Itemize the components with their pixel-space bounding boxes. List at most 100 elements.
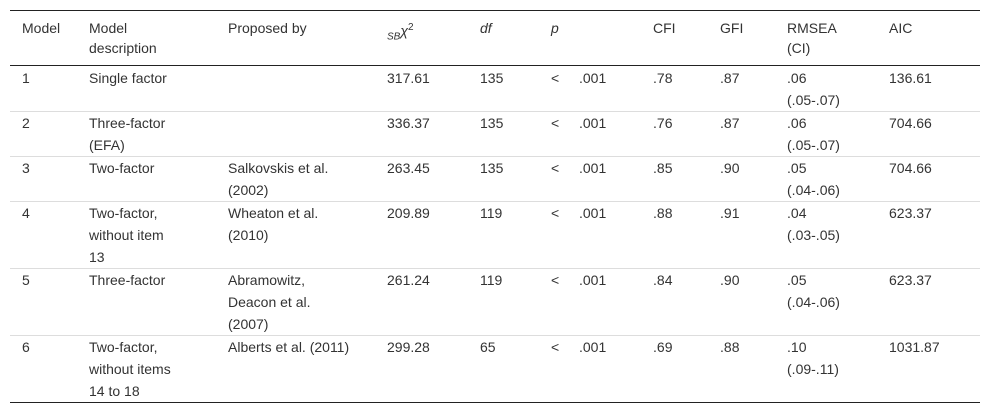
table-cell: Alberts et al. (2011) [216, 336, 375, 403]
cell-text: .76 [653, 115, 673, 131]
table-cell: .001 [567, 66, 641, 112]
cell-text: 336.37 [387, 115, 430, 131]
cell-text: .05 (.04-.06) [787, 272, 840, 310]
cell-text: Alberts et al. (2011) [228, 339, 350, 355]
table-cell: .001 [567, 202, 641, 269]
table-cell: .76 [641, 112, 708, 157]
table-cell: .87 [708, 112, 775, 157]
cell-text: .06 (.05-.07) [787, 70, 840, 108]
header-cell: CFI [641, 10, 709, 66]
header-symbol: χ [400, 22, 408, 39]
table-cell: 5 [10, 269, 77, 336]
table-cell: .88 [708, 336, 775, 403]
table-header: Model Model description Proposed by SBχ2… [10, 10, 981, 66]
cell-text: 209.89 [387, 205, 430, 221]
cell-text: .06 (.05-.07) [787, 115, 840, 153]
table-cell: Two-factor, without item 13 [77, 202, 216, 269]
cell-text: 136.61 [889, 70, 932, 86]
table-cell: 3 [10, 157, 77, 202]
table-cell: 6 [10, 336, 77, 403]
cell-text: Abramowitz, Deacon et al. (2007) [228, 272, 311, 332]
cell-text: 135 [480, 70, 504, 86]
cell-text: .91 [720, 205, 740, 221]
table-cell: < [539, 269, 567, 336]
cell-text: Two-factor [89, 160, 155, 176]
table-cell: 1031.87 [877, 336, 980, 403]
table-cell: .91 [708, 202, 775, 269]
table-cell: .001 [567, 157, 641, 202]
cell-text: 5 [22, 272, 30, 288]
header-cell: Model [10, 10, 77, 66]
table-cell: .04 (.03-.05) [775, 202, 877, 269]
cell-text: < [551, 272, 560, 288]
table-row: 1 Single factor 317.61 135 < .001 .78 .87 .06 (.… [10, 66, 981, 112]
cell-text: .001 [579, 205, 607, 221]
cell-text: .87 [720, 70, 740, 86]
table-row: 5 Three-factor Abramowitz, Deacon et al. (… [10, 269, 981, 336]
header-cell: RMSEA (CI) [775, 10, 878, 66]
table-cell: Wheaton et al. (2010) [216, 202, 375, 269]
cell-text: < [551, 70, 560, 86]
table-cell: .10 (.09-.11) [775, 336, 877, 403]
cell-text: Wheaton et al. (2010) [228, 205, 319, 243]
table-row: 2 Three-factor (EFA) 336.37 135 < .001 .76 .87.… [10, 112, 981, 157]
table-cell: Three-factor [77, 269, 216, 336]
cell-text: .90 [720, 272, 740, 288]
header-prefix: SB [387, 31, 401, 43]
table-cell: Abramowitz, Deacon et al. (2007) [216, 269, 375, 336]
table-cell: < [539, 112, 567, 157]
cell-text: .10 (.09-.11) [787, 339, 839, 377]
header-text: RMSEA (CI) [787, 20, 837, 56]
table-cell: 136.61 [877, 66, 980, 112]
table-cell [216, 112, 375, 157]
cell-text: 299.28 [387, 339, 430, 355]
header-cell: p [539, 10, 642, 66]
table-cell: 704.66 [877, 112, 980, 157]
cell-text: .90 [720, 160, 740, 176]
cell-text: 1031.87 [889, 339, 940, 355]
cell-text: 623.37 [889, 205, 932, 221]
table-cell: .69 [641, 336, 708, 403]
cell-text: .001 [579, 70, 607, 86]
table-cell: < [539, 336, 567, 403]
cell-text: .84 [653, 272, 673, 288]
table-cell: 4 [10, 202, 77, 269]
cell-text: .78 [653, 70, 673, 86]
cell-text: Single factor [89, 70, 167, 86]
cell-text: Two-factor, without items 14 to 18 [89, 339, 171, 399]
table-cell [216, 66, 375, 112]
cell-text: .88 [653, 205, 673, 221]
cell-text: 65 [480, 339, 496, 355]
header-text: Model description [89, 20, 157, 56]
table-cell: Two-factor, without items 14 to 18 [77, 336, 216, 403]
table-cell: .78 [641, 66, 708, 112]
table-cell: 135 [468, 157, 539, 202]
table-cell: .85 [641, 157, 708, 202]
header-cell: df [468, 10, 539, 66]
cell-text: Three-factor [89, 272, 166, 288]
table-cell: .06 (.05-.07) [775, 112, 877, 157]
cell-text: 317.61 [387, 70, 430, 86]
table-cell: < [539, 202, 567, 269]
table-cell: .001 [567, 336, 641, 403]
cell-text: < [551, 115, 560, 131]
table-cell: 623.37 [877, 202, 980, 269]
table-cell: Two-factor [77, 157, 216, 202]
cell-text: .001 [579, 115, 607, 131]
cell-text: < [551, 205, 560, 221]
header-cell: GFI [708, 10, 776, 66]
table-cell: .84 [641, 269, 708, 336]
table-cell: .05 (.04-.06) [775, 157, 877, 202]
header-cell: Proposed by [216, 10, 375, 66]
table-cell: 2 [10, 112, 77, 157]
cell-text: 704.66 [889, 160, 932, 176]
cell-text: Salkovskis et al. (2002) [228, 160, 329, 198]
cell-text: 261.24 [387, 272, 430, 288]
table-cell: .88 [641, 202, 708, 269]
table-cell: .87 [708, 66, 775, 112]
table-row: 4 Two-factor, without item 13 Wheaton et a… [10, 202, 981, 269]
table-cell: .90 [708, 157, 775, 202]
table-body: 1 Single factor 317.61 135 < .001 .78 .87 .06 (.… [10, 66, 981, 403]
header-cell: SBχ2 [375, 10, 468, 66]
cell-text: 1 [22, 70, 30, 86]
